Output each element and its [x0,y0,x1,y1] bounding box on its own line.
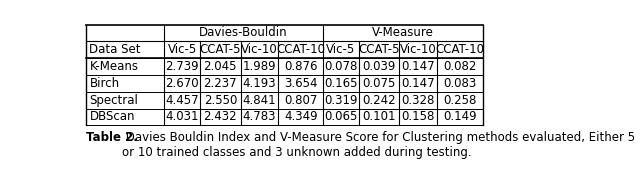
Text: 2.237: 2.237 [204,77,237,90]
Text: 0.078: 0.078 [324,60,358,73]
Text: Spectral: Spectral [90,94,138,107]
Text: 0.147: 0.147 [401,60,435,73]
Text: 0.039: 0.039 [362,60,396,73]
Text: CCAT-10: CCAT-10 [276,43,325,56]
Text: 0.319: 0.319 [324,94,358,107]
Text: 2.045: 2.045 [204,60,237,73]
Text: 0.876: 0.876 [284,60,317,73]
Text: Davies Bouldin Index and V-Measure Score for Clustering methods evaluated, Eithe: Davies Bouldin Index and V-Measure Score… [122,131,635,159]
Text: 0.083: 0.083 [444,77,477,90]
Text: 0.165: 0.165 [324,77,358,90]
Text: CCAT-5: CCAT-5 [358,43,400,56]
Text: Table 2.: Table 2. [86,131,138,144]
Text: Vic-5: Vic-5 [326,43,356,56]
Text: Birch: Birch [90,77,120,90]
Text: 0.328: 0.328 [401,94,435,107]
Text: 4.841: 4.841 [243,94,276,107]
Text: 0.065: 0.065 [324,111,358,123]
Text: 4.349: 4.349 [284,111,317,123]
Text: CCAT-10: CCAT-10 [435,43,484,56]
Text: 0.082: 0.082 [444,60,477,73]
Text: 0.149: 0.149 [443,111,477,123]
Text: 0.147: 0.147 [401,77,435,90]
Text: 2.432: 2.432 [204,111,237,123]
Text: 0.075: 0.075 [362,77,396,90]
Text: 4.457: 4.457 [165,94,199,107]
Text: Vic-10: Vic-10 [400,43,436,56]
Text: 0.258: 0.258 [444,94,477,107]
Text: DBScan: DBScan [90,111,135,123]
Text: 3.654: 3.654 [284,77,317,90]
Text: CCAT-5: CCAT-5 [200,43,241,56]
Text: 0.158: 0.158 [401,111,435,123]
Text: 4.031: 4.031 [165,111,199,123]
Text: V-Measure: V-Measure [372,27,434,39]
Text: 4.193: 4.193 [243,77,276,90]
Text: 2.670: 2.670 [165,77,199,90]
Text: 0.242: 0.242 [362,94,396,107]
Text: 0.807: 0.807 [284,94,317,107]
Text: 2.550: 2.550 [204,94,237,107]
Text: 4.783: 4.783 [243,111,276,123]
Text: 1.989: 1.989 [243,60,276,73]
Text: K-Means: K-Means [90,60,138,73]
Text: Data Set: Data Set [90,43,141,56]
Text: 0.101: 0.101 [362,111,396,123]
Text: Vic-10: Vic-10 [241,43,278,56]
Text: Vic-5: Vic-5 [168,43,197,56]
Text: Davies-Bouldin: Davies-Bouldin [200,27,288,39]
Text: 2.739: 2.739 [165,60,199,73]
